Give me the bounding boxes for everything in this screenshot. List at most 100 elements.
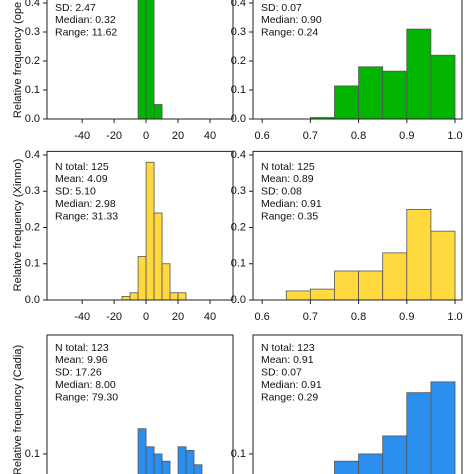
panel: 0.00.10.20.30.4-40 -20 0 20 40N total: 125Me… <box>12 149 234 323</box>
plot-frame <box>46 0 234 120</box>
stat-annotation: Range: 31.33 <box>55 210 118 222</box>
histogram-bar <box>137 0 147 120</box>
y-tick-label: 0.4 <box>25 0 40 9</box>
y-tick-label: 0.4 <box>25 149 40 161</box>
histogram-bar <box>153 104 163 120</box>
stat-annotation: Range: 0.24 <box>261 27 318 39</box>
histogram-bar <box>145 161 155 301</box>
y-tick-label: 0.0 <box>231 113 246 125</box>
y-axis-label: Relative frequency (ope <box>12 2 24 118</box>
stat-annotation: Median: 0.91 <box>261 198 322 210</box>
stat-annotation: Mean: 0.89 <box>261 173 314 185</box>
x-tick-label: -40 <box>74 311 90 323</box>
stat-annotation: Median: 0.32 <box>55 14 116 26</box>
y-tick-label: 0.3 <box>231 26 246 38</box>
histogram-bar <box>334 270 359 301</box>
y-tick-label: 0.3 <box>25 185 40 197</box>
histogram-bar <box>177 446 187 474</box>
stat-annotation: Mean: 4.09 <box>55 173 108 185</box>
histogram-bar <box>137 256 147 301</box>
histogram-bar <box>185 449 195 474</box>
y-tick-label: 0.3 <box>231 185 246 197</box>
y-tick-label: 0.4 <box>231 0 246 9</box>
x-tick-label: 0.6 <box>255 311 270 323</box>
x-tick-label: -40 <box>74 130 90 142</box>
y-tick-label: 0.1 <box>231 258 246 270</box>
stat-annotation: N total: 123 <box>261 342 315 354</box>
x-tick-label: 1.0 <box>447 130 462 142</box>
histogram-bar <box>358 66 384 120</box>
x-tick-label: 1.0 <box>447 311 462 323</box>
x-tick-label: -20 <box>106 130 122 142</box>
histogram-bar <box>430 230 456 301</box>
histogram-bar <box>137 428 147 474</box>
y-tick-label: 0.0 <box>231 294 246 306</box>
x-tick-label: 40 <box>204 130 216 142</box>
y-tick-label: 0.4 <box>231 149 246 161</box>
y-tick-label: 0.2 <box>231 221 246 233</box>
plot-frame <box>46 334 234 474</box>
plot-frame <box>252 150 463 301</box>
histogram-bar <box>121 295 131 301</box>
stat-annotation: N total: 125 <box>55 161 109 173</box>
plot-frame <box>252 0 463 120</box>
histogram-bar <box>406 392 432 474</box>
x-tick-label: 0 <box>143 311 149 323</box>
stat-annotation: SD: 0.07 <box>261 2 302 14</box>
y-tick-label: 0.0 <box>25 294 40 306</box>
histogram-bar <box>177 292 187 301</box>
stat-annotation: Median: 0.91 <box>261 379 322 391</box>
stat-annotation: Mean: 9.96 <box>55 354 108 366</box>
histogram-bar <box>161 460 171 474</box>
histogram-bar <box>334 85 359 120</box>
x-tick-label: -20 <box>106 311 122 323</box>
y-tick-label: 0.1 <box>231 84 246 96</box>
stat-annotation: Mean: 0.91 <box>261 354 314 366</box>
histogram-bar <box>406 208 432 301</box>
stat-annotation: Range: 79.30 <box>55 391 118 403</box>
panel: 0.0 0.1 0.2 0.3 0.4 -40 -20 0 20 40 SD: 2.47Median… <box>12 0 234 142</box>
histogram-bar <box>382 252 408 301</box>
y-tick-label: 0.1 <box>231 448 246 460</box>
stat-annotation: SD: 0.07 <box>261 367 302 379</box>
stat-annotation: Median: 2.98 <box>55 198 116 210</box>
y-tick-label: 0.2 <box>25 55 40 67</box>
x-tick-label: 0.7 <box>303 311 318 323</box>
stat-annotation: SD: 2.47 <box>55 2 96 14</box>
histogram-bar <box>358 453 384 474</box>
y-tick-label: 0.2 <box>231 55 246 67</box>
histogram-bar <box>153 212 163 301</box>
histogram-bar <box>145 446 155 474</box>
histogram-bar <box>382 70 408 120</box>
stat-annotation: SD: 0.08 <box>261 186 302 198</box>
stat-annotation: Range: 0.35 <box>261 210 318 222</box>
stat-annotation: Range: 11.62 <box>55 27 117 39</box>
y-tick-label: 0.1 <box>25 258 40 270</box>
plot-frame <box>46 150 234 301</box>
plot-frame <box>252 334 463 474</box>
histogram-bar <box>153 453 163 474</box>
histogram-bar <box>430 381 456 474</box>
panel: 0.0 0.1 0.2 0.3 0.4 0.6 0.7 0.8 0.9 1.0 SD: 0.07Me… <box>231 0 463 142</box>
stat-annotation: N total: 125 <box>261 161 315 173</box>
stat-annotation: Range: 0.29 <box>261 391 318 403</box>
x-tick-label: 0.6 <box>255 130 270 142</box>
histogram-bar <box>193 464 203 474</box>
y-axis-label: Relative frequency (Cadia) <box>12 345 24 474</box>
histogram-bar <box>169 292 179 301</box>
stat-annotation: Median: 8.00 <box>55 379 116 391</box>
y-tick-label: 0.1 <box>25 84 40 96</box>
stat-annotation: N total: 123 <box>55 342 109 354</box>
stat-annotation: SD: 17.26 <box>55 367 102 379</box>
histogram-bar <box>285 290 311 301</box>
histogram-bar <box>382 435 408 474</box>
histogram-bar <box>161 263 171 301</box>
y-axis-label: Relative frequency (Xinmo) <box>12 159 24 292</box>
panel: 0.0 0.1 0.2 0.3 0.4 0.6 0.7 0.8 0.9 1.0 N total: 1… <box>231 149 463 323</box>
y-tick-label: 0.2 <box>25 221 40 233</box>
stat-annotation: SD: 5.10 <box>55 186 96 198</box>
x-tick-label: 0 <box>143 130 149 142</box>
x-tick-label: 40 <box>204 311 216 323</box>
